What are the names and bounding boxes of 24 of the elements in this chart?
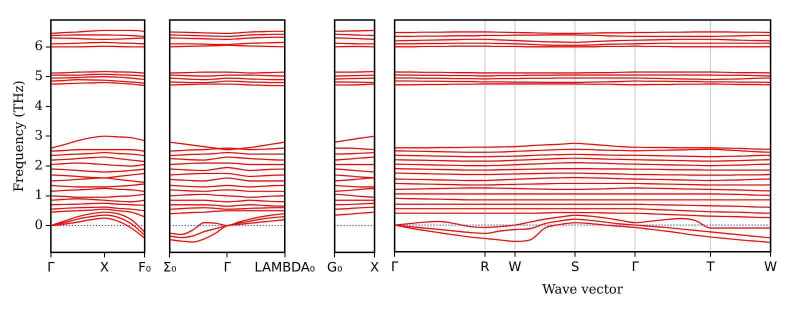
x-tick-label: LAMBDA₀ <box>254 260 316 276</box>
y-tick-label: 3 <box>34 128 43 144</box>
x-tick-label: Σ₀ <box>162 260 176 276</box>
y-tick-label: 0 <box>34 218 43 233</box>
y-tick-label: 6 <box>34 39 43 54</box>
x-tick-label: X <box>370 260 380 276</box>
x-tick-label: W <box>508 260 522 275</box>
x-tick-label: S <box>570 260 580 275</box>
y-tick-label: 1 <box>34 188 43 204</box>
x-tick-label: W <box>764 260 778 275</box>
x-tick-label: X <box>100 260 110 276</box>
y-tick-label: 5 <box>34 68 43 84</box>
x-tick-label: T <box>705 260 714 275</box>
y-axis-title: Frequency (THz) <box>12 80 28 192</box>
x-tick-label: Γ <box>47 260 56 276</box>
x-tick-label: F₀ <box>138 260 152 276</box>
x-tick-label: G₀ <box>326 260 342 276</box>
x-tick-label: R <box>480 260 490 275</box>
x-tick-label: Γ <box>390 260 399 275</box>
x-tick-label: Γ <box>224 260 232 276</box>
x-tick-label: Γ <box>632 260 640 275</box>
x-axis-title: Wave vector <box>542 282 624 298</box>
y-tick-label: 2 <box>34 158 43 174</box>
y-tick-label: 4 <box>34 98 43 114</box>
